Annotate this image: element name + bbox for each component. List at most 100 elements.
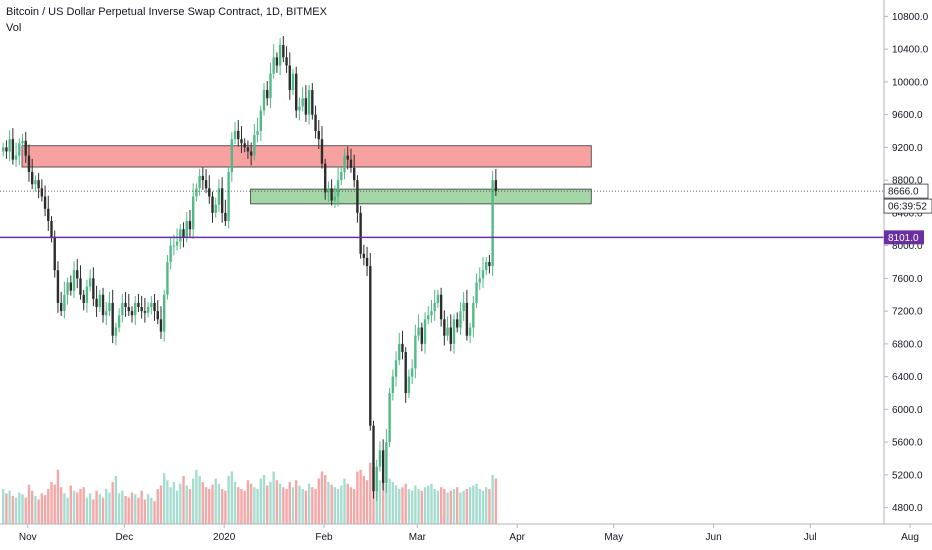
candle-body	[275, 57, 279, 66]
last-price-tag	[883, 183, 929, 199]
candle-body	[8, 139, 11, 152]
volume-bar	[356, 471, 359, 524]
candle-body	[362, 253, 366, 258]
candle-body	[79, 278, 82, 295]
volume-bar	[50, 482, 53, 524]
volume-bar	[423, 487, 427, 524]
candle-body	[40, 188, 44, 197]
volume-bar	[349, 487, 353, 524]
candle-body	[18, 143, 21, 156]
volume-bar	[137, 497, 140, 524]
candle-body	[217, 188, 221, 205]
candle-body	[433, 302, 436, 312]
volume-bar	[140, 490, 143, 524]
candle-body	[256, 131, 259, 136]
volume-bar	[69, 485, 73, 524]
candle-body	[169, 245, 172, 262]
candle-body	[340, 171, 343, 181]
volume-bar	[143, 499, 147, 524]
candle-body	[47, 208, 50, 222]
volume-bar	[175, 490, 179, 524]
volume-bar	[301, 489, 304, 524]
candle-body	[314, 114, 317, 131]
volume-bar	[185, 485, 188, 524]
volume-bar	[427, 485, 430, 524]
volume-bar	[459, 492, 462, 524]
volume-bar	[224, 490, 227, 524]
volume-bar	[166, 480, 169, 524]
volume-bar	[243, 490, 246, 524]
candle-body	[301, 98, 304, 107]
candle-body	[24, 140, 27, 156]
candle-body	[253, 135, 256, 156]
volume-bar	[111, 482, 114, 524]
volume-bar	[172, 482, 176, 524]
volume-bar	[436, 490, 440, 524]
volume-bar	[410, 490, 414, 524]
candle-body	[269, 73, 272, 99]
volume-bar	[472, 485, 475, 524]
candle-body	[491, 180, 494, 267]
candle-body	[378, 450, 382, 467]
candle-body	[76, 270, 79, 279]
volume-bar	[240, 489, 243, 524]
volume-bar	[443, 489, 446, 524]
candle-body	[394, 360, 398, 377]
candle-body	[311, 90, 314, 115]
candle-body	[304, 98, 308, 115]
y-tick-label: 4800.0	[892, 503, 923, 514]
x-tick-label: Jun	[706, 532, 722, 543]
x-tick-label: 2020	[213, 532, 236, 543]
volume-bar	[66, 497, 69, 524]
volume-bar	[121, 490, 124, 524]
volume-bar	[2, 489, 5, 524]
candle-body	[324, 163, 327, 193]
volume-bar	[362, 475, 366, 524]
volume-bar	[153, 501, 156, 524]
volume-bar	[262, 475, 266, 524]
volume-bar	[452, 489, 456, 524]
level-tag-label: 8101.0	[888, 233, 919, 244]
candle-body	[436, 294, 440, 303]
volume-bar	[256, 489, 259, 524]
candle-body	[224, 212, 227, 222]
volume-bar	[82, 487, 85, 524]
volume-bar	[21, 494, 24, 524]
volume-bar	[394, 485, 398, 524]
candle-body	[307, 90, 311, 115]
volume-bar	[385, 483, 388, 524]
candle-body	[5, 147, 8, 152]
volume-bar	[278, 483, 282, 524]
volume-bar	[456, 487, 459, 524]
volume-bar	[105, 489, 108, 524]
volume-bar	[24, 497, 27, 524]
candle-body	[427, 315, 430, 320]
candle-body	[259, 110, 262, 131]
volume-bar	[98, 494, 101, 524]
candle-body	[211, 196, 214, 213]
candle-body	[346, 155, 349, 160]
candle-body	[282, 45, 285, 58]
volume-bar	[311, 487, 314, 524]
volume-bar	[288, 482, 291, 524]
volume-bar	[56, 469, 60, 524]
candle-body	[88, 278, 92, 287]
volume-bar	[208, 489, 211, 524]
volume-bar	[30, 490, 34, 524]
volume-bar	[343, 478, 346, 524]
candle-body	[336, 180, 340, 197]
zone-resistance[interactable]	[21, 145, 592, 168]
y-tick-label: 10400.0	[892, 45, 929, 56]
volume-bar	[108, 492, 111, 524]
candle-body	[298, 106, 301, 111]
candle-body	[365, 257, 369, 267]
volume-bar	[114, 475, 118, 524]
candle-body	[146, 307, 150, 313]
candle-body	[82, 294, 85, 303]
volume-bar	[433, 489, 436, 524]
x-tick-label: Aug	[901, 532, 919, 543]
volume-bar	[391, 482, 395, 524]
candle-body	[481, 270, 485, 279]
candle-body	[372, 425, 375, 492]
